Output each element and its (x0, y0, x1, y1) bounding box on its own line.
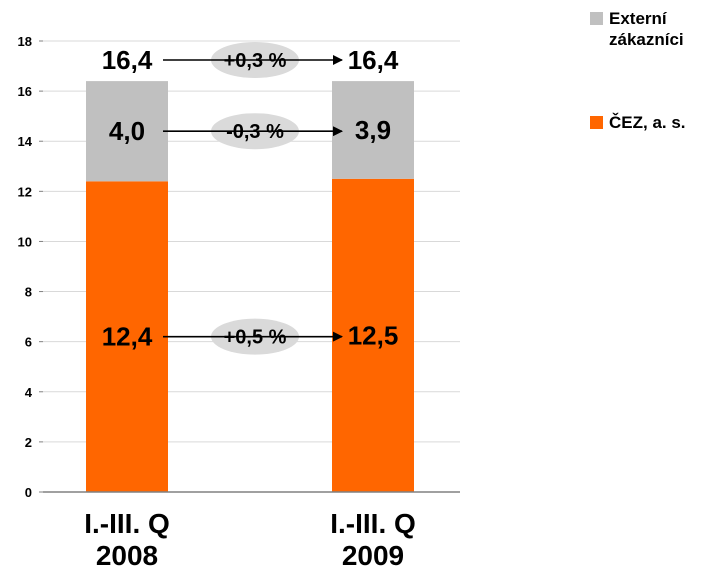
y-tick-label: 16 (18, 84, 32, 99)
bar-segment (86, 81, 168, 182)
y-tick-label: 8 (25, 285, 32, 300)
y-tick-label: 12 (18, 184, 32, 199)
legend-label: Externí zákazníci (609, 9, 684, 49)
total-value-label: 16,4 (348, 45, 399, 75)
bars (86, 81, 414, 493)
y-tick-label: 18 (18, 34, 32, 49)
segment-value-label: 4,0 (109, 116, 145, 146)
x-tick-label: I.-III. Q (330, 508, 416, 539)
change-percent-label: +0,3 % (224, 50, 287, 72)
segment-value-label: 12,5 (348, 320, 399, 350)
y-tick-label: 14 (18, 134, 33, 149)
bar-segment (332, 81, 414, 179)
y-tick-label: 10 (18, 234, 32, 249)
y-tick-label: 0 (25, 485, 32, 500)
legend-label: ČEZ, a. s. (609, 113, 686, 132)
x-tick-label: 2009 (342, 540, 404, 570)
y-tick-label: 4 (25, 385, 33, 400)
legend-swatch (590, 12, 603, 25)
total-value-label: 16,4 (102, 45, 153, 75)
legend-swatch (590, 116, 603, 129)
y-tick-label: 2 (25, 435, 32, 450)
bar-segment (332, 178, 414, 493)
bar-segment (86, 181, 168, 493)
x-tick-label: I.-III. Q (84, 508, 170, 539)
change-percent-label: -0,3 % (226, 121, 284, 143)
segment-value-label: 12,4 (102, 322, 153, 352)
y-tick-label: 6 (25, 335, 32, 350)
change-percent-label: +0,5 % (224, 327, 287, 349)
segment-value-label: 3,9 (355, 115, 391, 145)
data-labels: 12,4 4,0 16,4 12,5 3,9 16,4 +0,3 % -0,3 % +0,5 % (102, 42, 399, 355)
x-tick-label: 2008 (96, 540, 158, 570)
